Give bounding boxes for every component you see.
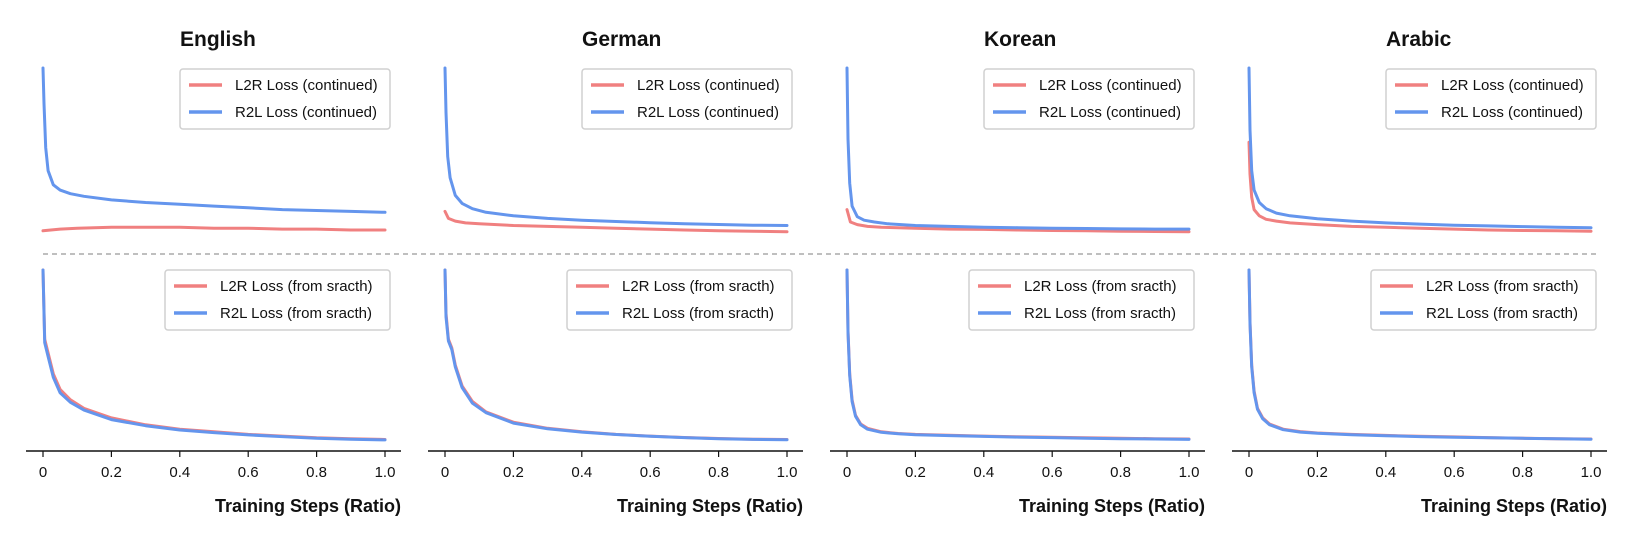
legend-label-r2l: R2L Loss (from sracth) (220, 305, 372, 322)
legend-box (566, 269, 793, 331)
x-axis-label: Training Steps (Ratio) (1019, 496, 1205, 516)
x-tick-label: 1.0 (777, 464, 798, 481)
x-tick-label: 0 (441, 464, 449, 481)
legend-scratch: L2R Loss (from sracth) R2L Loss (from sra… (164, 269, 391, 331)
x-axis-label: Training Steps (Ratio) (1421, 496, 1607, 516)
legend-box (983, 68, 1195, 130)
panel-english: English L2R Loss (continued) R2L Loss (con… (26, 28, 401, 516)
x-tick-label: 0.8 (306, 464, 327, 481)
r2l-loss-line-continued (845, 66, 1191, 231)
x-tick-label: 1.0 (375, 464, 396, 481)
legend-label-l2r: L2R Loss (continued) (1441, 77, 1584, 94)
panels-group: English L2R Loss (continued) R2L Loss (con… (26, 28, 1607, 516)
panel-title: English (180, 28, 256, 51)
x-tick-label: 0.2 (905, 464, 926, 481)
x-tick-label: 1.0 (1581, 464, 1602, 481)
legend-scratch: L2R Loss (from sracth) R2L Loss (from sra… (1370, 269, 1597, 331)
panel-korean: Korean L2R Loss (continued) R2L Loss (cont… (830, 28, 1205, 516)
legend-continued: L2R Loss (continued) R2L Loss (continued) (581, 68, 793, 130)
l2r-loss-line-continued (1247, 140, 1593, 233)
x-tick-label: 0 (1245, 464, 1253, 481)
legend-box (179, 68, 391, 130)
legend-label-l2r: L2R Loss (continued) (1039, 77, 1182, 94)
r2l-loss-line-scratch (1247, 268, 1593, 441)
x-tick-label: 0.8 (1512, 464, 1533, 481)
r2l-loss-line-scratch (443, 268, 789, 442)
legend-label-r2l: R2L Loss (from sracth) (1426, 305, 1578, 322)
legend-label-l2r: L2R Loss (from sracth) (1426, 278, 1579, 295)
legend-scratch: L2R Loss (from sracth) R2L Loss (from sra… (566, 269, 793, 331)
legend-label-l2r: L2R Loss (from sracth) (220, 278, 373, 295)
x-tick-label: 0.6 (640, 464, 661, 481)
x-tick-label: 0.8 (708, 464, 729, 481)
legend-label-r2l: R2L Loss (continued) (637, 104, 779, 121)
l2r-loss-line-continued (443, 209, 789, 234)
legend-label-l2r: L2R Loss (continued) (637, 77, 780, 94)
r2l-loss-line-continued (41, 66, 387, 214)
legend-box (968, 269, 1195, 331)
x-tick-label: 0.6 (1042, 464, 1063, 481)
legend-label-r2l: R2L Loss (continued) (1039, 104, 1181, 121)
r2l-loss-line-scratch (41, 268, 387, 442)
panel-arabic: Arabic L2R Loss (continued) R2L Loss (cont… (1232, 28, 1607, 516)
panel-title: German (582, 28, 661, 51)
x-tick-label: 0.2 (503, 464, 524, 481)
legend-label-l2r: L2R Loss (from sracth) (1024, 278, 1177, 295)
r2l-loss-line-continued (1247, 66, 1593, 230)
legend-label-r2l: R2L Loss (from sracth) (1024, 305, 1176, 322)
legend-label-l2r: L2R Loss (continued) (235, 77, 378, 94)
x-tick-label: 0 (843, 464, 851, 481)
x-tick-label: 0.4 (169, 464, 190, 481)
x-tick-label: 0 (39, 464, 47, 481)
legend-continued: L2R Loss (continued) R2L Loss (continued) (179, 68, 391, 130)
r2l-loss-line-scratch (845, 268, 1191, 441)
l2r-loss-line-continued (845, 208, 1191, 234)
legend-box (164, 269, 391, 331)
x-axis-label: Training Steps (Ratio) (215, 496, 401, 516)
legend-label-r2l: R2L Loss (continued) (1441, 104, 1583, 121)
legend-label-l2r: L2R Loss (from sracth) (622, 278, 775, 295)
legend-box (1370, 269, 1597, 331)
x-tick-label: 0.6 (1444, 464, 1465, 481)
x-tick-label: 0.4 (973, 464, 994, 481)
legend-label-r2l: R2L Loss (continued) (235, 104, 377, 121)
x-tick-label: 0.6 (238, 464, 259, 481)
l2r-loss-line-continued (41, 225, 387, 233)
panel-german: German L2R Loss (continued) R2L Loss (cont… (428, 28, 803, 516)
x-tick-label: 0.2 (1307, 464, 1328, 481)
legend-continued: L2R Loss (continued) R2L Loss (continued) (983, 68, 1195, 130)
x-tick-label: 0.4 (1375, 464, 1396, 481)
legend-scratch: L2R Loss (from sracth) R2L Loss (from sra… (968, 269, 1195, 331)
legend-continued: L2R Loss (continued) R2L Loss (continued) (1385, 68, 1597, 130)
panel-title: Arabic (1386, 28, 1452, 51)
legend-box (1385, 68, 1597, 130)
r2l-loss-line-continued (443, 66, 789, 227)
x-tick-label: 0.2 (101, 464, 122, 481)
x-tick-label: 0.8 (1110, 464, 1131, 481)
panel-title: Korean (984, 28, 1056, 51)
x-axis-label: Training Steps (Ratio) (617, 496, 803, 516)
x-tick-label: 0.4 (571, 464, 592, 481)
x-tick-label: 1.0 (1179, 464, 1200, 481)
legend-label-r2l: R2L Loss (from sracth) (622, 305, 774, 322)
legend-box (581, 68, 793, 130)
